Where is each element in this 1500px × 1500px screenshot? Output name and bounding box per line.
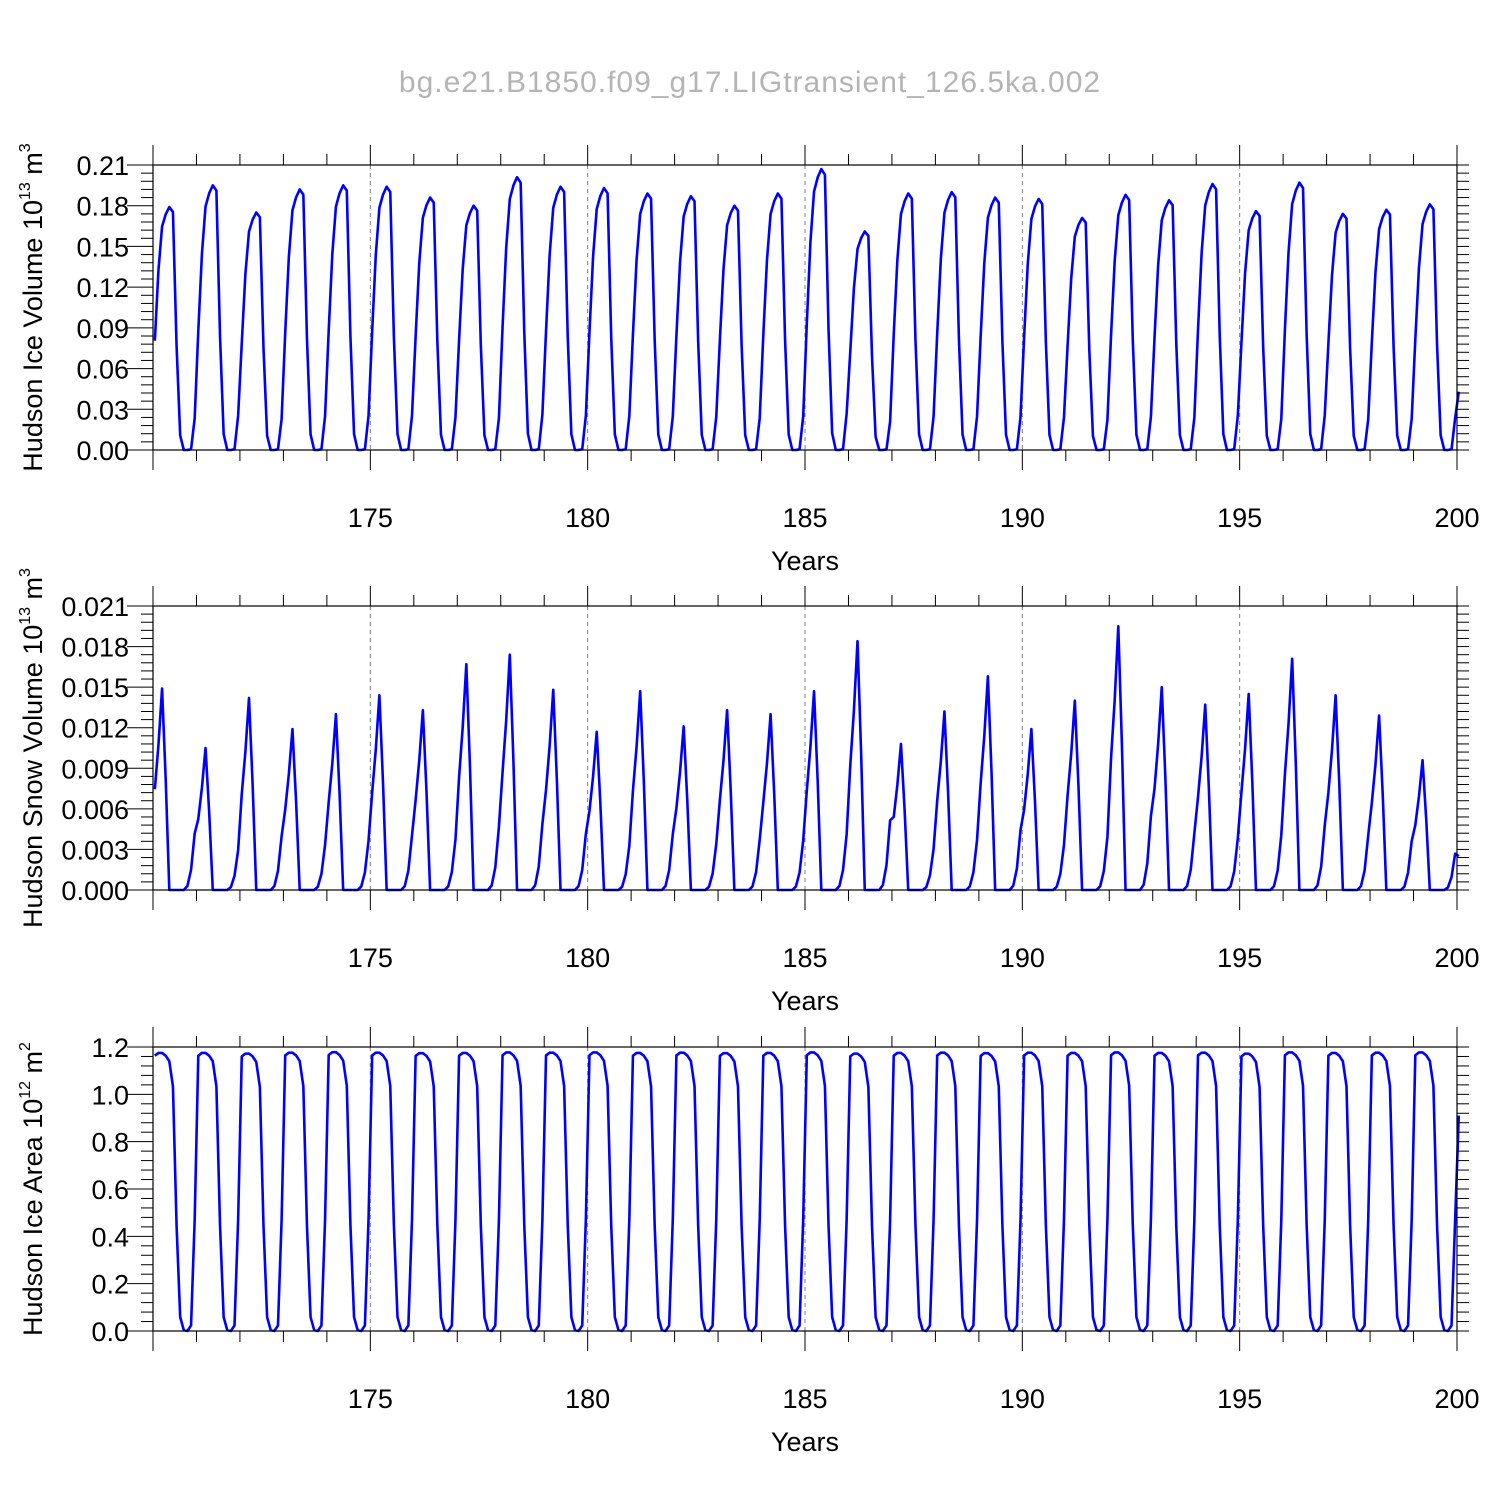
x-tick-label: 200 xyxy=(1434,1384,1479,1414)
x-tick-label: 190 xyxy=(1000,503,1045,533)
x-tick-label: 200 xyxy=(1434,943,1479,973)
chart-panel: 175 180 185 190 195 200 0.0 0.2 0.4 0.6 0.8 1.0 1.2 Y… xyxy=(17,1027,1480,1457)
x-tick-label: 190 xyxy=(1000,1384,1045,1414)
x-tick-label: 200 xyxy=(1434,503,1479,533)
x-tick-label: 185 xyxy=(782,503,827,533)
x-axis-title: Years xyxy=(771,986,839,1016)
x-axis-title: Years xyxy=(771,1427,839,1457)
x-tick-label: 195 xyxy=(1217,503,1262,533)
x-tick-label: 175 xyxy=(348,503,393,533)
y-axis-title-unit: m xyxy=(18,1051,48,1081)
x-tick-label: 175 xyxy=(348,1384,393,1414)
chart-panel: 175 180 185 190 195 200 0.00 0.03 0.06 0.09 0.12 0.… xyxy=(17,143,1480,576)
y-tick-label: 0.021 xyxy=(61,592,129,622)
y-tick-label: 0.0 xyxy=(91,1317,129,1347)
y-tick-label: 1.2 xyxy=(91,1033,129,1063)
y-tick-label: 0.015 xyxy=(61,673,129,703)
y-tick-label: 0.12 xyxy=(76,273,129,303)
series-line xyxy=(154,1050,1461,1333)
y-tick-label: 0.15 xyxy=(76,232,129,262)
series-line xyxy=(153,624,1460,892)
x-tick-label: 185 xyxy=(782,943,827,973)
x-tick-label: 180 xyxy=(565,1384,610,1414)
y-tick-label: 0.4 xyxy=(91,1222,129,1252)
y-tick-label: 1.0 xyxy=(91,1080,129,1110)
y-axis-title-exponent: 13 xyxy=(17,607,34,625)
x-tick-label: 195 xyxy=(1217,1384,1262,1414)
y-axis-title-unit-exponent: 3 xyxy=(17,568,34,577)
y-axis-title-unit: m xyxy=(18,577,48,607)
x-tick-label: 185 xyxy=(782,1384,827,1414)
y-tick-label: 0.006 xyxy=(61,795,129,825)
y-axis-title: Hudson Ice Volume 1013 m3 xyxy=(17,143,48,471)
y-axis-title-unit-exponent: 3 xyxy=(17,143,34,152)
figure-title: bg.e21.B1850.f09_g17.LIGtransient_126.5k… xyxy=(399,66,1101,99)
y-tick-label: 0.018 xyxy=(61,633,129,663)
x-tick-label: 195 xyxy=(1217,943,1262,973)
y-tick-label: 0.2 xyxy=(91,1270,129,1300)
series-line xyxy=(153,167,1461,452)
y-tick-label: 0.009 xyxy=(61,754,129,784)
y-tick-label: 0.21 xyxy=(76,151,129,181)
chart-panel: 175 180 185 190 195 200 0.000 0.003 0.006 0.009 0.… xyxy=(17,568,1480,1016)
y-tick-label: 0.003 xyxy=(61,835,129,865)
x-tick-label: 190 xyxy=(1000,943,1045,973)
y-tick-label: 0.8 xyxy=(91,1128,129,1158)
x-tick-label: 175 xyxy=(348,943,393,973)
y-axis-title-text: Hudson Ice Area 10 xyxy=(18,1099,48,1336)
y-tick-label: 0.03 xyxy=(76,395,129,425)
y-tick-label: 0.18 xyxy=(76,192,129,222)
x-tick-label: 180 xyxy=(565,943,610,973)
x-tick-label: 180 xyxy=(565,503,610,533)
y-axis-title-text: Hudson Snow Volume 10 xyxy=(18,625,48,928)
y-tick-label: 0.00 xyxy=(76,436,129,466)
y-axis-title-unit-exponent: 2 xyxy=(17,1042,34,1051)
y-axis-title-exponent: 13 xyxy=(17,182,34,200)
y-axis-title: Hudson Ice Area 1012 m2 xyxy=(17,1042,48,1336)
y-tick-label: 0.06 xyxy=(76,355,129,385)
panels: 175 180 185 190 195 2000.000.030.060.090.120.… xyxy=(17,143,1480,1457)
y-axis-title-text: Hudson Ice Volume 10 xyxy=(18,200,48,472)
y-tick-label: 0.09 xyxy=(76,314,129,344)
y-axis-title-exponent: 12 xyxy=(17,1081,34,1099)
y-tick-label: 0.6 xyxy=(91,1175,129,1205)
y-tick-label: 0.000 xyxy=(61,876,129,906)
y-axis-title-unit: m xyxy=(18,152,48,182)
y-axis-title: Hudson Snow Volume 1013 m3 xyxy=(17,568,48,928)
y-tick-label: 0.012 xyxy=(61,714,129,744)
x-axis-title: Years xyxy=(771,546,839,576)
